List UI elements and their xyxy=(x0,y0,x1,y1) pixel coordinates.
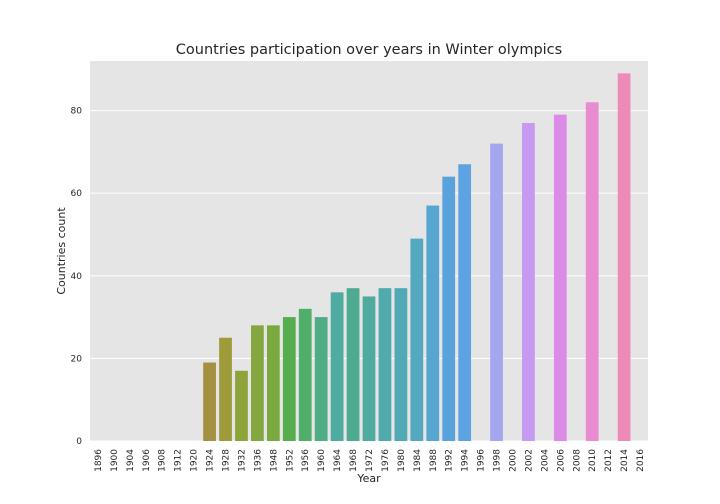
x-tick-label: 1984 xyxy=(413,449,423,472)
bar-2010 xyxy=(585,102,599,441)
x-tick-label: 1988 xyxy=(429,449,439,472)
x-tick-label: 2004 xyxy=(540,449,550,472)
bar-1964 xyxy=(330,292,344,441)
x-tick-label: 2016 xyxy=(636,449,646,472)
x-tick-label: 1920 xyxy=(190,449,200,472)
chart-title: Countries participation over years in Wi… xyxy=(176,42,562,58)
x-tick-label: 2008 xyxy=(572,449,582,472)
x-tick-label: 1928 xyxy=(222,449,232,472)
y-tick-labels: 0 20 40 60 80 xyxy=(71,107,83,447)
bar-1956 xyxy=(298,308,312,441)
x-axis-label: Year xyxy=(356,472,381,485)
y-axis-label: Countries count xyxy=(55,207,68,295)
bars xyxy=(203,73,631,442)
bar-1936 xyxy=(251,325,264,441)
x-tick-label: 1980 xyxy=(397,449,407,472)
y-tick-label: 80 xyxy=(71,107,83,117)
x-tick-label: 1924 xyxy=(206,449,216,472)
x-tick-label: 1956 xyxy=(301,449,311,472)
y-tick-label: 60 xyxy=(71,189,83,199)
bar-1998 xyxy=(490,143,503,441)
x-tick-label: 1992 xyxy=(445,449,455,472)
bar-1968 xyxy=(346,288,360,441)
bar-1980 xyxy=(394,288,408,441)
x-tick-label: 2006 xyxy=(556,449,566,472)
x-tick-label: 1952 xyxy=(285,449,295,472)
x-tick-label: 2010 xyxy=(588,449,598,472)
x-tick-label: 1964 xyxy=(333,449,343,472)
bar-2002 xyxy=(522,122,535,442)
x-tick-label: 1912 xyxy=(174,449,184,472)
x-tick-label: 1908 xyxy=(158,449,168,472)
x-tick-label: 1976 xyxy=(381,449,391,472)
bar-1952 xyxy=(282,317,296,441)
bar-1924 xyxy=(203,362,216,441)
bar-2014 xyxy=(617,73,631,442)
bar-1984 xyxy=(410,238,424,441)
y-tick-label: 20 xyxy=(71,354,83,364)
x-tick-label: 1936 xyxy=(253,449,263,472)
bar-1972 xyxy=(362,296,376,441)
x-tick-label: 1972 xyxy=(365,449,375,472)
x-tick-label: 1994 xyxy=(461,449,471,472)
x-tick-label: 1900 xyxy=(110,449,120,472)
bar-1960 xyxy=(314,317,328,441)
bar-2006 xyxy=(553,114,567,442)
bar-1992 xyxy=(442,176,456,442)
x-tick-label: 1960 xyxy=(317,449,327,472)
bar-1988 xyxy=(426,205,440,441)
x-tick-labels: 1896 1900 1904 1906 1908 1912 1920 1924 1928 1932… xyxy=(94,449,646,472)
x-tick-label: 1968 xyxy=(349,449,359,472)
x-tick-label: 2014 xyxy=(620,449,630,472)
x-tick-label: 1996 xyxy=(477,449,487,472)
bar-1994 xyxy=(458,164,472,441)
bar-1932 xyxy=(235,370,248,441)
x-tick-label: 1906 xyxy=(142,449,152,472)
bar-1928 xyxy=(219,337,232,441)
x-tick-label: 2012 xyxy=(604,449,614,472)
x-tick-label: 1948 xyxy=(269,449,279,472)
x-tick-label: 1896 xyxy=(94,449,104,472)
x-tick-label: 1932 xyxy=(237,449,247,472)
x-tick-label: 1904 xyxy=(126,449,136,472)
x-tick-label: 2002 xyxy=(524,449,534,472)
x-tick-label: 1998 xyxy=(493,449,503,472)
x-tick-label: 2000 xyxy=(508,449,518,472)
bar-1948 xyxy=(266,325,280,441)
y-tick-label: 0 xyxy=(76,437,82,447)
y-tick-label: 40 xyxy=(71,272,83,282)
bar-1976 xyxy=(378,288,392,441)
